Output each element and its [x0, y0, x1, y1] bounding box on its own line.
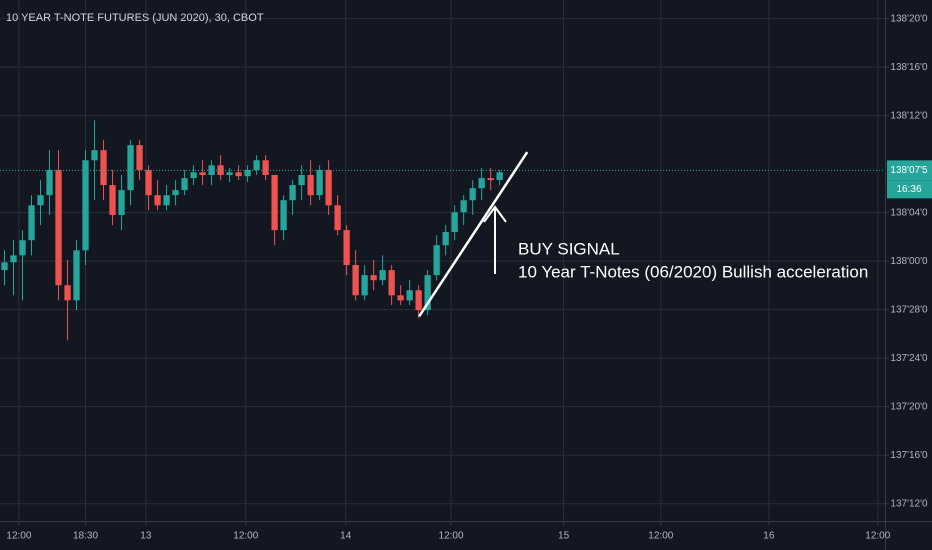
- candle-body: [298, 175, 305, 186]
- candle-body: [253, 160, 260, 170]
- candle-body: [478, 178, 485, 189]
- candle-body: [235, 172, 242, 177]
- candle-body: [199, 172, 206, 176]
- candle-body: [262, 160, 269, 176]
- countdown-label: 16:36: [896, 184, 921, 195]
- candle-body: [415, 290, 422, 311]
- y-tick-label: 137'20'0: [890, 401, 928, 412]
- candle-body: [109, 185, 116, 215]
- candle-body: [217, 165, 224, 176]
- candle-body: [181, 178, 188, 191]
- x-tick-label: 12:00: [648, 531, 673, 542]
- candle-body: [487, 178, 494, 181]
- candle-body: [163, 195, 170, 206]
- candle-body: [424, 275, 431, 311]
- x-tick-label: 12:00: [865, 531, 890, 542]
- trendline: [418, 151, 529, 317]
- last-price-box: [887, 160, 932, 181]
- candle-body: [127, 145, 134, 191]
- candle-body: [136, 145, 143, 170]
- candle-body: [352, 265, 359, 296]
- candle-body: [64, 285, 71, 301]
- candle-body: [307, 175, 314, 196]
- candle-body: [1, 262, 8, 271]
- candle-body: [343, 230, 350, 266]
- candle-body: [82, 160, 89, 251]
- candle-body: [325, 169, 332, 206]
- candle-body: [208, 165, 215, 176]
- candle-body: [28, 205, 35, 241]
- candles: [1, 120, 503, 341]
- annotation: BUY SIGNAL: [518, 239, 620, 258]
- countdown-box: [887, 180, 932, 199]
- candle-body: [334, 205, 341, 231]
- candle-body: [271, 175, 278, 231]
- candle-body: [316, 169, 323, 196]
- y-tick-label: 138'16'0: [890, 62, 928, 73]
- candle-body: [244, 169, 251, 177]
- x-tick-label: 12:00: [439, 531, 464, 542]
- y-tick-label: 138'12'0: [890, 110, 928, 121]
- candle-body: [361, 275, 368, 296]
- candle-body: [91, 150, 98, 161]
- candle-body: [118, 190, 125, 215]
- x-tick-label: 15: [558, 531, 570, 542]
- candle-body: [397, 295, 404, 301]
- candle-body: [289, 185, 296, 201]
- overlays: [0, 151, 885, 317]
- candle-body: [469, 188, 476, 201]
- candle-body: [145, 169, 152, 196]
- candle-body: [370, 275, 377, 281]
- arrow: [483, 205, 507, 274]
- candle-body: [19, 240, 26, 256]
- candle-body: [379, 270, 386, 281]
- candle-body: [451, 212, 458, 233]
- x-tick-label: 12:00: [233, 531, 258, 542]
- candle-body: [10, 255, 17, 263]
- candle-body: [73, 250, 80, 301]
- candle-body: [100, 150, 107, 186]
- candle-body: [280, 200, 287, 231]
- y-tick-label: 137'28'0: [890, 304, 928, 315]
- x-tick-label: 13: [140, 531, 152, 542]
- y-tick-label: 138'04'0: [890, 207, 928, 218]
- candle-body: [55, 169, 62, 286]
- candle-body: [37, 195, 44, 206]
- chart-title: 10 YEAR T-NOTE FUTURES (JUN 2020), 30, C…: [6, 12, 264, 24]
- candle-body: [172, 190, 179, 196]
- candle-body: [433, 245, 440, 276]
- y-tick-label: 137'24'0: [890, 353, 928, 364]
- candle-body: [154, 195, 161, 206]
- arrow-head: [483, 205, 507, 223]
- y-tick-label: 138'00'0: [890, 256, 928, 267]
- x-tick-label: 16: [763, 531, 775, 542]
- y-tick-label: 137'16'0: [890, 450, 928, 461]
- y-tick-label: 138'20'0: [890, 13, 928, 24]
- x-tick-label: 14: [340, 531, 352, 542]
- candle-body: [190, 172, 197, 179]
- candle-body: [442, 232, 449, 246]
- candle-body: [496, 172, 503, 181]
- x-tick-label: 18:30: [73, 531, 98, 542]
- annotation: 10 Year T-Notes (06/2020) Bullish accele…: [518, 262, 868, 281]
- grid: [0, 0, 885, 520]
- candle-body: [388, 270, 395, 296]
- last-price-label: 138'07'5: [890, 165, 928, 176]
- x-tick-label: 12:00: [6, 531, 31, 542]
- candle-body: [226, 172, 233, 176]
- candle-body: [46, 169, 53, 196]
- candle-body: [460, 200, 467, 213]
- y-tick-label: 137'12'0: [890, 498, 928, 509]
- candle-body: [406, 290, 413, 301]
